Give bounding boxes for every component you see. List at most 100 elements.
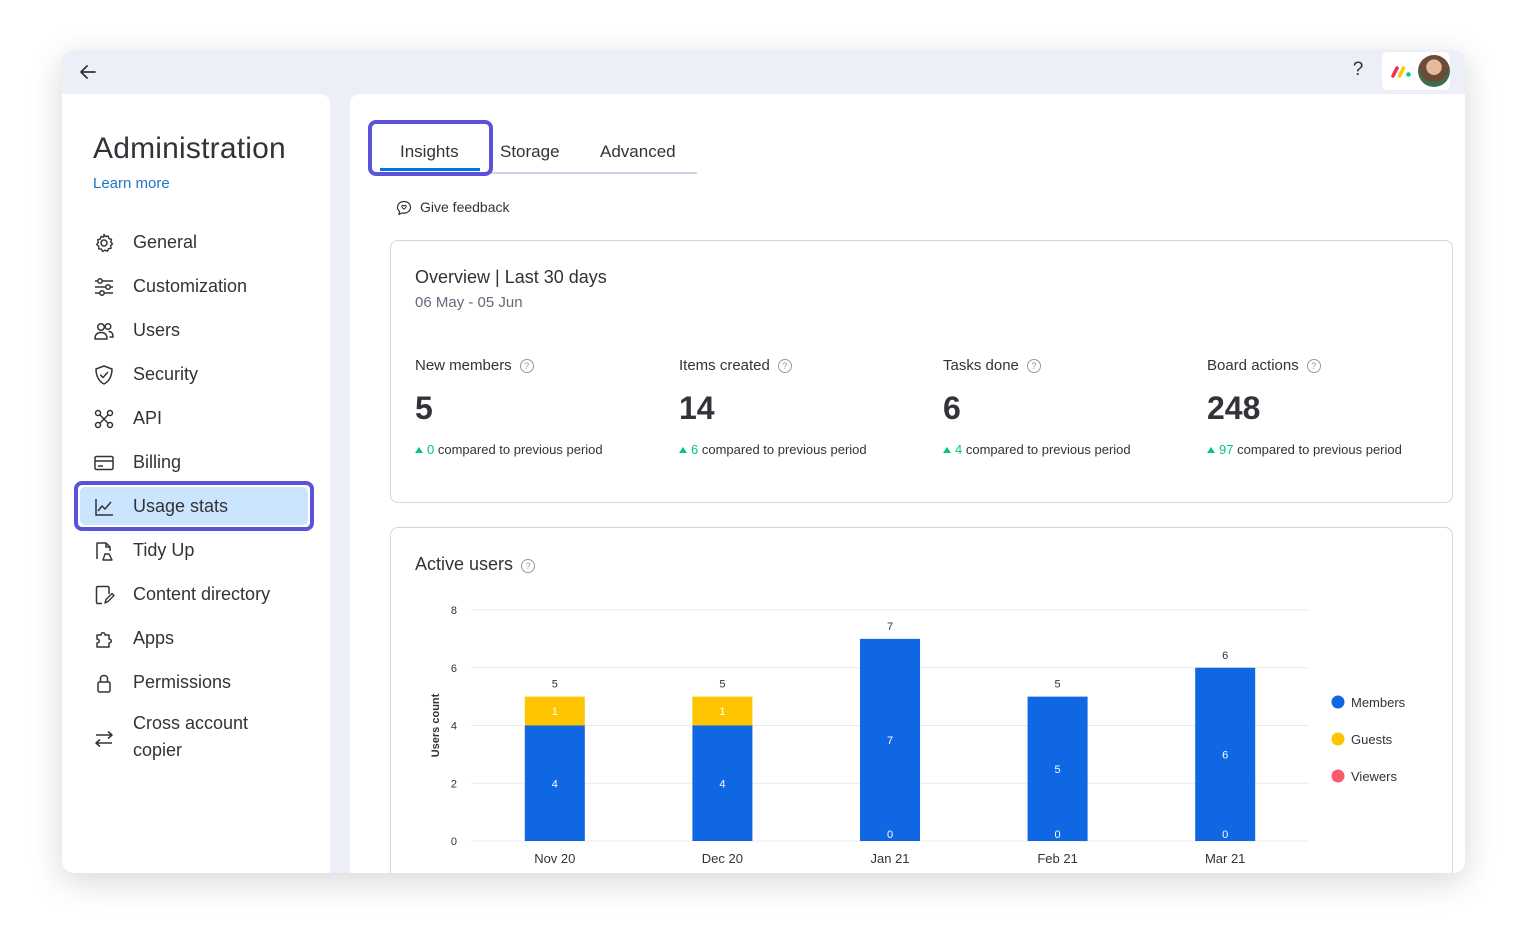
bar-members [692,725,753,841]
sidebar-item-general[interactable]: General [80,223,308,261]
sidebar-item-api[interactable]: API [80,399,308,437]
metric-new-members: New members? 5 0 compared to previous pe… [415,357,665,467]
bar-members [524,725,585,841]
active-users-chart: 0 2 4 6 8 Users count 4 1 5 Nov 20 4 1 5 Dec 20 7 0 7 Jan… [430,605,1406,866]
sidebar-item-label: Usage stats [133,496,229,516]
sidebar-item-customization[interactable]: Customization [80,267,308,305]
sidebar-item-label: Security [133,364,199,384]
metric-delta-text: compared to previous period [965,442,1131,457]
metric-label: Tasks done? [943,357,1041,374]
product-switcher[interactable] [1382,52,1450,90]
sidebar-item-tidy-up[interactable]: Tidy Up [80,531,308,569]
puzzle-icon [96,632,112,648]
sidebar-item-usage-stats[interactable]: Usage stats [74,481,314,531]
metric-value: 5 [415,390,433,426]
legend-label: Members [1351,695,1406,710]
x-tick-label: Dec 20 [702,851,743,866]
user-avatar[interactable] [1418,55,1450,87]
help-circle-icon[interactable]: ? [777,359,792,373]
bar-value-label: 0 [1222,829,1228,841]
bar-value-label: 7 [887,735,893,747]
tab-bar: Insights Storage Advanced [368,120,697,176]
sidebar-item-content-directory[interactable]: Content directory [80,575,308,613]
bar-guests [524,696,585,726]
active-users-title-text: Active users [415,554,514,574]
metric-delta: 4 compared to previous period [943,442,1131,457]
x-tick-label: Feb 21 [1037,851,1077,866]
active-users-card: Active users? 0 2 4 6 8 Users count 4 1 5 Nov 20 4… [390,527,1453,873]
sidebar-item-label: Apps [133,628,175,648]
back-button[interactable] [74,58,102,86]
sidebar-item-label: API [133,408,163,428]
trend-up-icon [679,447,687,453]
metric-value: 6 [943,390,961,426]
sidebar-item-users[interactable]: Users [80,311,308,349]
sidebar-item-security[interactable]: Security [80,355,308,393]
metric-delta-value: 6 [691,442,699,457]
metric-delta-value: 4 [955,442,963,457]
bar-total-label: 7 [887,621,893,633]
tab-advanced[interactable]: Advanced [600,142,676,161]
legend-swatch [1331,732,1345,746]
sidebar-item-label: General [133,232,198,252]
x-tick-label: Mar 21 [1205,851,1245,866]
bar-value-label: 0 [1055,829,1061,841]
tab-highlight [368,120,493,176]
bar-value-label: 5 [1055,764,1061,776]
trend-up-icon [1207,447,1215,453]
overview-title: Overview | Last 30 days [415,267,607,287]
y-tick-label: 4 [451,721,457,733]
legend-label: Guests [1351,732,1393,747]
y-tick-label: 0 [451,836,457,848]
metric-label-text: Items created [679,357,770,374]
sidebar-item-label: Cross account copier [133,713,249,760]
metric-delta-text: compared to previous period [1237,442,1402,457]
learn-more-link[interactable]: Learn more [93,175,170,192]
tidy-up-icon [96,542,113,561]
bar-members [1027,696,1088,841]
metric-value: 248 [1207,390,1261,426]
arrow-left-icon [80,65,96,79]
credit-card-icon [94,455,114,471]
metric-value: 14 [679,390,715,426]
sidebar-item-apps[interactable]: Apps [80,619,308,657]
bar-value-label: 1 [719,706,725,718]
metric-delta: 6 compared to previous period [679,442,867,457]
api-icon [94,409,114,429]
arrows-swap-icon [95,730,113,748]
bar-value-label: 4 [552,778,558,790]
metric-delta-text: compared to previous period [437,442,603,457]
sidebar-item-cross-account-copier[interactable]: Cross account copier [80,707,308,769]
legend-swatch [1331,769,1345,783]
bar-members [1195,667,1256,841]
legend-swatch [1331,695,1345,709]
bar-total-label: 6 [1222,650,1228,662]
bar-value-label: 6 [1222,749,1228,761]
top-bar: ? [62,50,1465,94]
sidebar-item-billing[interactable]: Billing [80,443,308,481]
tab-storage[interactable]: Storage [500,142,560,161]
shield-icon [95,365,113,385]
sidebar-item-label: Customization [133,276,248,296]
tab-insights[interactable]: Insights [400,142,459,161]
help-circle-icon[interactable]: ? [519,359,534,373]
help-circle-icon[interactable]: ? [1026,359,1041,373]
bar-guests [692,696,753,726]
main-panel: Insights Storage Advanced Give feedback … [350,94,1465,873]
sidebar-item-label: Tidy Up [133,540,195,560]
help-button[interactable]: ? [1352,59,1364,80]
overview-date-range: 06 May - 05 Jun [415,294,523,311]
bar-total-label: 5 [719,679,725,691]
metric-delta-value: 97 [1219,442,1234,457]
sidebar: Administration Learn more General [62,94,330,873]
bar-members [860,638,920,841]
monday-logo-icon [1391,66,1411,78]
help-circle-icon[interactable]: ? [1306,359,1321,373]
metric-items-created: Items created? 14 6 compared to previous… [679,357,929,467]
metric-label: New members? [415,357,534,374]
sidebar-item-permissions[interactable]: Permissions [80,663,308,701]
help-circle-icon[interactable]: ? [521,559,536,573]
active-users-title: Active users? [415,554,536,575]
trend-up-icon [415,447,423,453]
sidebar-item-label: Content directory [133,584,271,604]
